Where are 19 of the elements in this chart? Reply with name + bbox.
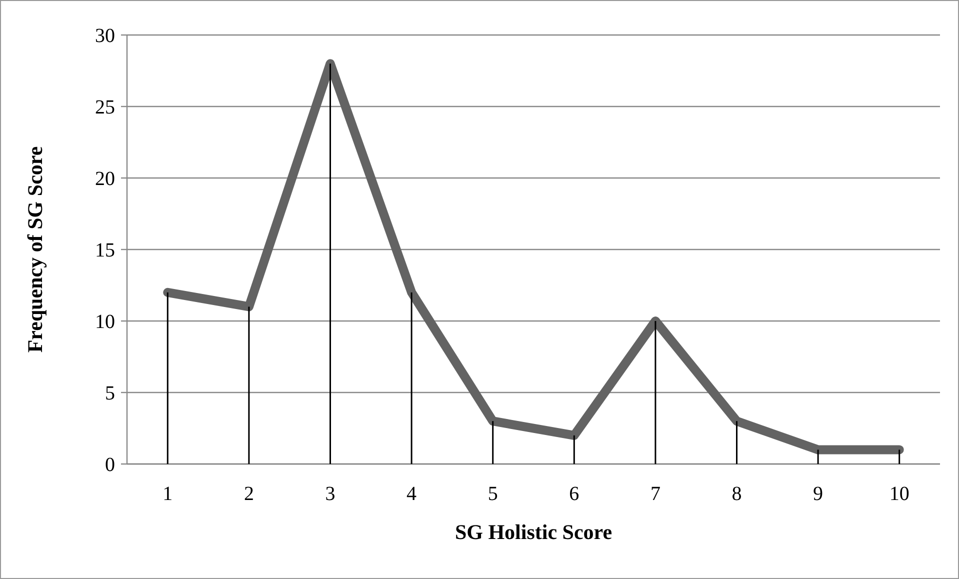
x-tick-label: 1	[162, 483, 173, 505]
x-tick-label: 6	[569, 483, 580, 505]
y-tick-label: 30	[95, 25, 115, 47]
x-tick-label: 7	[650, 483, 660, 505]
y-axis-title: Frequency of SG Score	[23, 146, 47, 353]
x-tick-label: 9	[813, 483, 824, 505]
x-tick-label: 5	[488, 483, 498, 505]
x-tick-label: 4	[406, 483, 417, 505]
y-tick-label: 15	[95, 240, 115, 262]
y-tick-label: 25	[95, 96, 115, 118]
x-tick-label: 2	[244, 483, 254, 505]
x-axis-title: SG Holistic Score	[454, 520, 612, 544]
y-tick-label: 20	[95, 168, 115, 190]
x-tick-label: 3	[325, 483, 336, 505]
y-tick-label: 0	[105, 454, 115, 476]
x-tick-label: 8	[732, 483, 742, 505]
x-tick-label: 10	[889, 483, 910, 505]
y-tick-label: 10	[95, 311, 115, 333]
y-tick-label: 5	[105, 382, 115, 404]
